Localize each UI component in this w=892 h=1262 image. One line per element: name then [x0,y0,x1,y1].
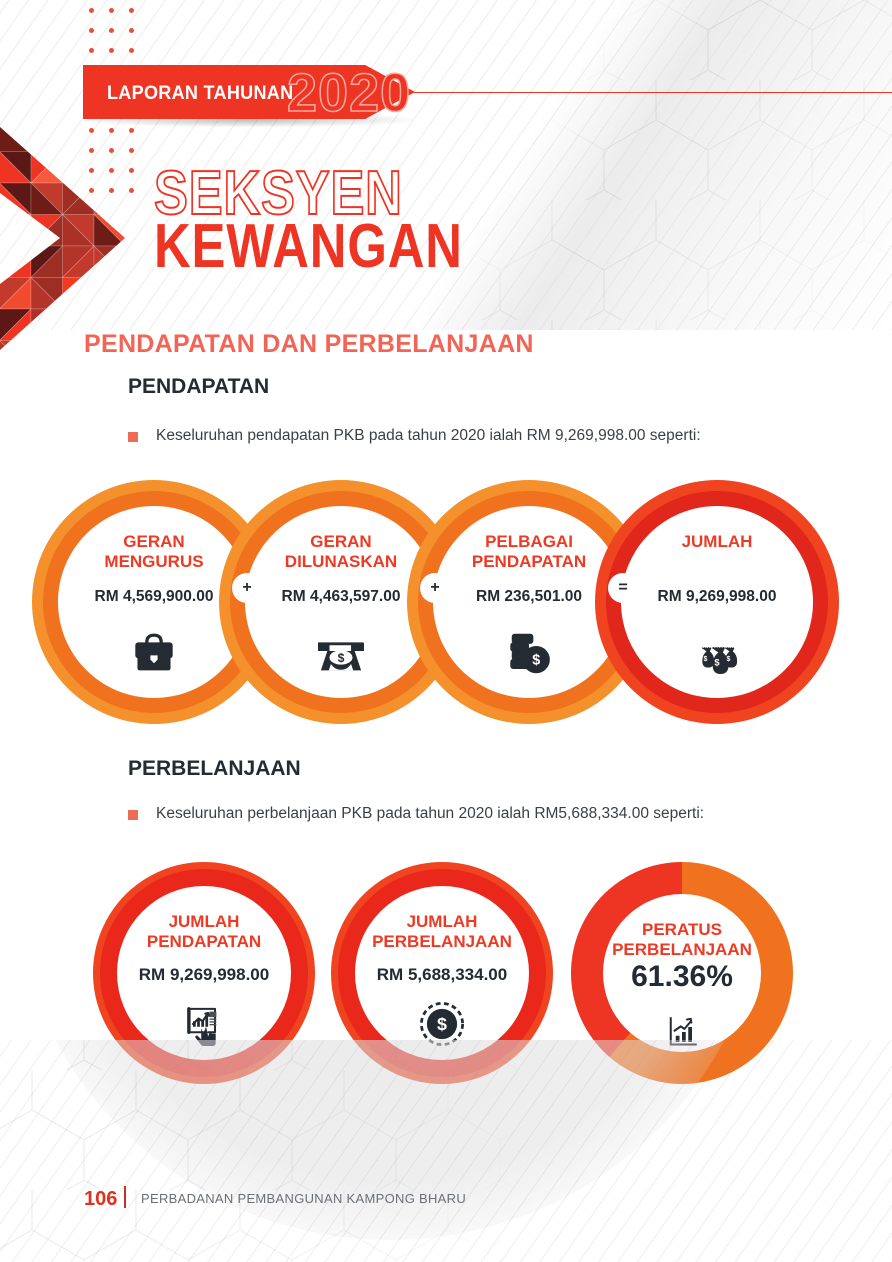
svg-text:$: $ [532,653,540,669]
svg-text:$: $ [338,651,345,665]
svg-text:$: $ [437,1014,447,1034]
